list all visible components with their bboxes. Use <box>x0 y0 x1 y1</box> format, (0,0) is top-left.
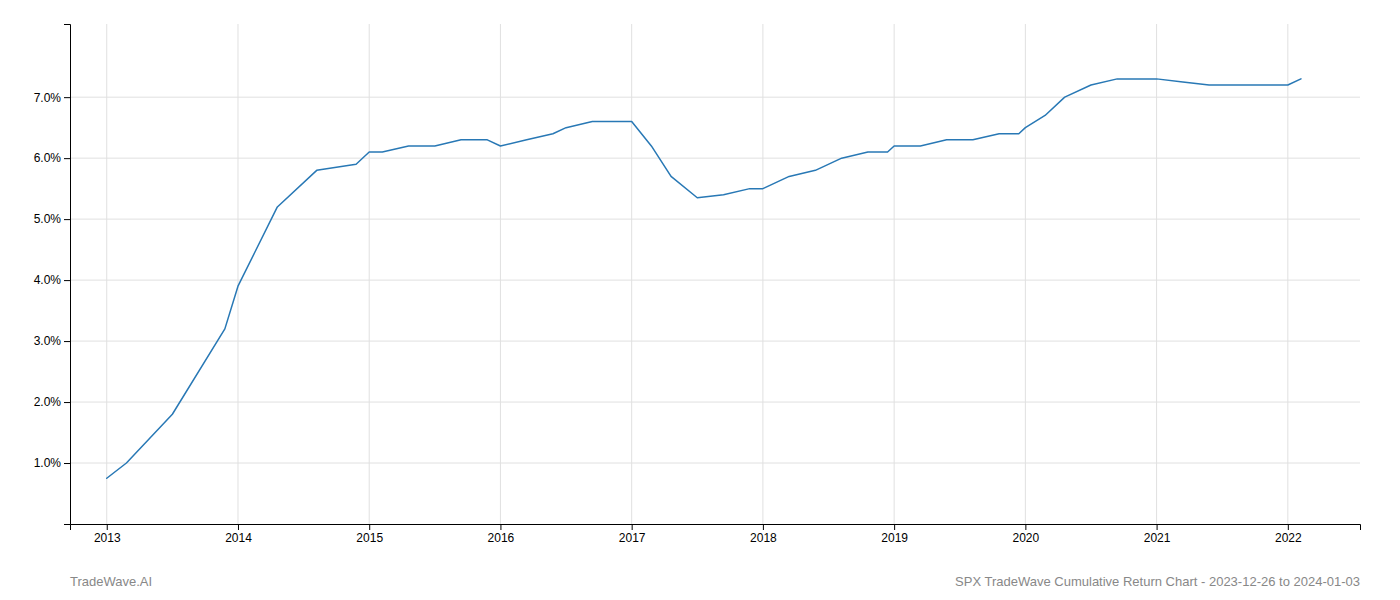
x-tick: 2015 <box>356 524 383 545</box>
x-tick-mark <box>500 524 501 530</box>
y-tick-mark <box>64 158 70 159</box>
x-tick: 2016 <box>488 524 515 545</box>
x-tick: 2018 <box>750 524 777 545</box>
grid-line-x <box>237 24 238 524</box>
y-tick-label: 6.0% <box>34 151 62 165</box>
x-tick-label: 2017 <box>619 531 646 545</box>
x-tick-label: 2018 <box>750 531 777 545</box>
x-tick-mark <box>238 524 239 530</box>
chart-svg: 2013 2014 2015 2016 2017 2018 2019 2020 2021 2022… <box>0 0 1400 600</box>
x-tick: 2013 <box>94 524 121 545</box>
y-tick-mark <box>64 463 70 464</box>
grid-line-y <box>70 280 1360 281</box>
x-axis: 2013 2014 2015 2016 2017 2018 2019 2020 2021 2022 <box>71 524 1361 545</box>
x-tick-label: 2016 <box>488 531 515 545</box>
x-tick-label: 2020 <box>1013 531 1040 545</box>
y-tick-label: 7.0% <box>34 91 62 105</box>
grid-line-x <box>1025 24 1026 524</box>
x-tick-label: 2014 <box>225 531 252 545</box>
x-tick-mark <box>369 524 370 530</box>
plot-root: 2013 2014 2015 2016 2017 2018 2019 2020 2021 2022… <box>34 24 1361 545</box>
grid-line-y <box>70 402 1360 403</box>
x-tick: 2022 <box>1275 524 1302 545</box>
x-tick-label: 2015 <box>356 531 383 545</box>
y-tick: 5.0% <box>34 212 70 226</box>
x-tick: 2020 <box>1013 524 1040 545</box>
line <box>107 79 1301 478</box>
x-tick-mark <box>1288 524 1289 530</box>
y-tick-label: 1.0% <box>34 456 62 470</box>
grid-line-x <box>106 24 107 524</box>
marks <box>107 79 1301 478</box>
grid-line-x <box>1156 24 1157 524</box>
y-tick-label: 3.0% <box>34 334 62 348</box>
y-tick-mark <box>64 97 70 98</box>
grid-line-y <box>70 97 1360 98</box>
y-tick-label: 5.0% <box>34 212 62 226</box>
x-tick-label: 2019 <box>881 531 908 545</box>
grid-line-x <box>369 24 370 524</box>
x-tick-mark <box>1025 524 1026 530</box>
grid-line-y <box>70 463 1360 464</box>
y-tick: 3.0% <box>34 334 70 348</box>
grid-line-y <box>70 341 1360 342</box>
y-tick: 4.0% <box>34 273 70 287</box>
x-tick-mark <box>107 524 108 530</box>
x-tick-mark <box>632 524 633 530</box>
x-axis-line <box>71 525 1361 531</box>
grid-line-x <box>894 24 895 524</box>
y-tick: 2.0% <box>34 395 70 409</box>
y-tick-label: 4.0% <box>34 273 62 287</box>
x-tick-label: 2021 <box>1144 531 1171 545</box>
grid-line-y <box>70 158 1360 159</box>
y-tick: 6.0% <box>34 151 70 165</box>
y-tick: 1.0% <box>34 456 70 470</box>
x-tick: 2017 <box>619 524 646 545</box>
grid-line-y <box>70 219 1360 220</box>
y-tick-mark <box>64 219 70 220</box>
grid <box>70 24 1360 524</box>
y-tick-mark <box>64 280 70 281</box>
x-tick: 2014 <box>225 524 252 545</box>
x-tick: 2019 <box>881 524 908 545</box>
footer: TradeWave.AI SPX TradeWave Cumulative Ret… <box>70 574 1360 589</box>
grid-line-x <box>762 24 763 524</box>
y-axis-line <box>64 25 71 525</box>
y-tick-label: 2.0% <box>34 395 62 409</box>
x-tick-mark <box>763 524 764 530</box>
x-tick-mark <box>1157 524 1158 530</box>
y-tick-mark <box>64 402 70 403</box>
y-tick-mark <box>64 341 70 342</box>
grid-line-x <box>631 24 632 524</box>
y-tick: 7.0% <box>34 91 70 105</box>
grid-line-x <box>500 24 501 524</box>
grid-line-x <box>1287 24 1288 524</box>
x-tick-label: 2022 <box>1275 531 1302 545</box>
x-tick: 2021 <box>1144 524 1171 545</box>
y-axis: 1.0% 2.0% 3.0% 4.0% 5.0% 6.0% 7.0% <box>34 25 71 525</box>
annotation: TradeWave.AI <box>70 574 152 589</box>
x-tick-label: 2013 <box>94 531 121 545</box>
title: SPX TradeWave Cumulative Return Chart - … <box>955 574 1360 589</box>
x-tick-mark <box>894 524 895 530</box>
